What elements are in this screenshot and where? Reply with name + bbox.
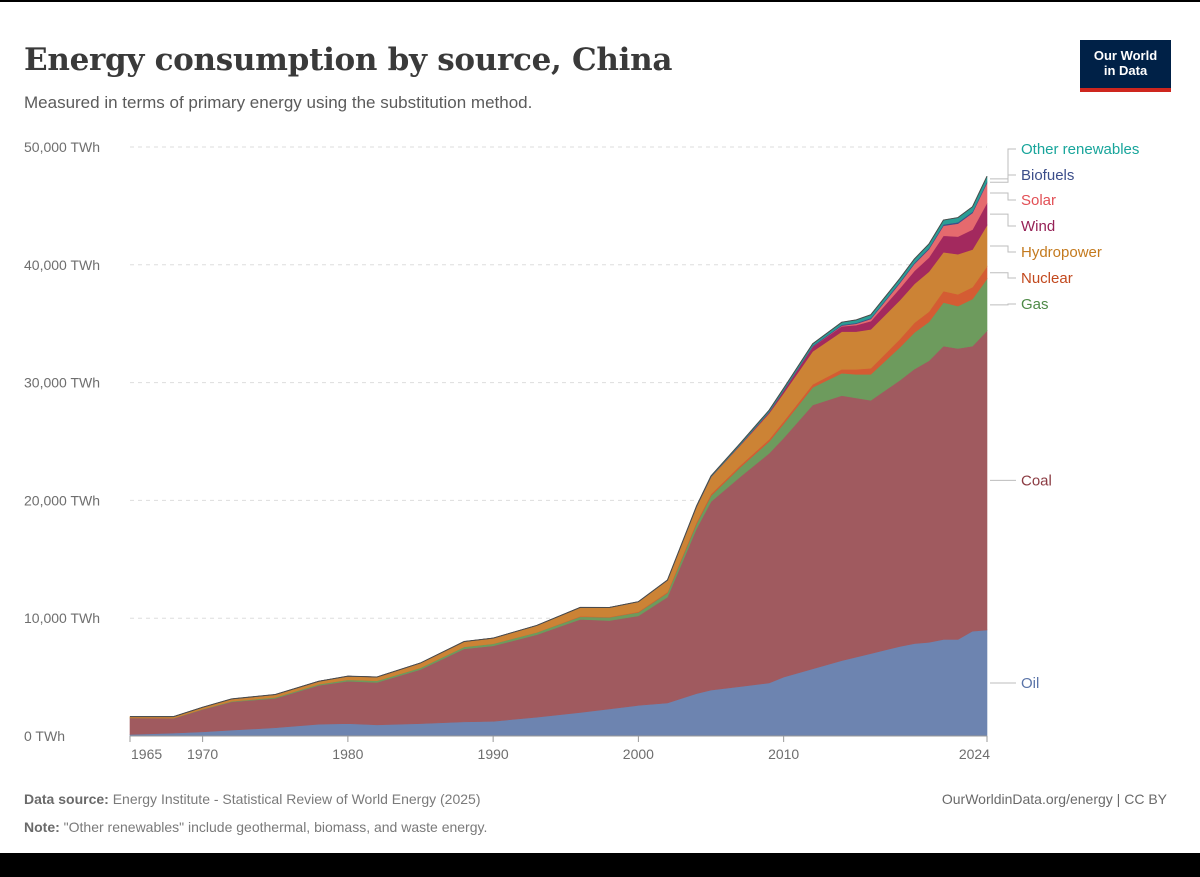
y-tick-label: 10,000 TWh [24,610,100,626]
legend-label-oil[interactable]: Oil [1021,675,1039,692]
legend-leader-hydropower [990,245,1016,253]
note-line: Note: "Other renewables" include geother… [24,819,487,835]
y-tick-label: 0 TWh [24,728,65,744]
logo-line-1: Our World [1093,48,1158,63]
y-tick-label: 40,000 TWh [24,257,100,273]
note-label: Note: [24,819,60,835]
x-tick-label: 1980 [332,746,363,762]
legend-leader-gas [990,303,1016,306]
legend-label-wind[interactable]: Wind [1021,218,1055,235]
legend-leader-other-renewables [990,148,1016,180]
x-tick-label: 1990 [478,746,509,762]
total-outline [130,175,988,718]
bottom-black-bar [0,853,1200,877]
chart-subtitle: Measured in terms of primary energy usin… [24,93,533,112]
legend-label-nuclear[interactable]: Nuclear [1021,270,1073,287]
legend-label-gas[interactable]: Gas [1021,296,1049,313]
y-tick-label: 50,000 TWh [24,139,100,155]
logo-accent-bar [1080,88,1171,92]
chart-title: Energy consumption by source, China [24,42,673,78]
x-tick-label: 2024 [959,746,990,762]
logo-line-2: in Data [1103,63,1148,78]
legend-leader-wind [990,213,1016,227]
data-source-label: Data source: [24,791,109,807]
top-border [0,0,1200,2]
y-tick-label: 20,000 TWh [24,492,100,508]
owid-logo[interactable]: Our World in Data [1080,40,1171,92]
data-source-line: Data source: Energy Institute - Statisti… [24,791,481,807]
data-source-text[interactable]: Energy Institute - Statistical Review of… [112,791,481,807]
area-chart: 0 TWh 10,000 TWh 20,000 TWh 30,000 TWh 40,00… [24,139,1139,762]
x-tick-label: 2010 [768,746,799,762]
x-tick-label: 1970 [187,746,218,762]
x-tick-label: 1965 [131,746,162,762]
note-text: "Other renewables" include geothermal, b… [63,819,488,835]
y-tick-label: 30,000 TWh [24,375,100,391]
source-url-link[interactable]: OurWorldinData.org/energy | CC BY [941,791,1167,807]
legend-label-solar[interactable]: Solar [1021,192,1056,209]
legend-label-coal[interactable]: Coal [1021,472,1052,489]
legend-leader-nuclear [990,272,1016,279]
legend-label-hydropower[interactable]: Hydropower [1021,244,1102,261]
chart-card: Energy consumption by source, China Meas… [0,0,1200,853]
legend-label-other-renewables[interactable]: Other renewables [1021,141,1139,158]
legend-leader-solar [990,192,1016,201]
x-tick-label: 2000 [623,746,654,762]
legend-label-biofuels[interactable]: Biofuels [1021,167,1074,184]
